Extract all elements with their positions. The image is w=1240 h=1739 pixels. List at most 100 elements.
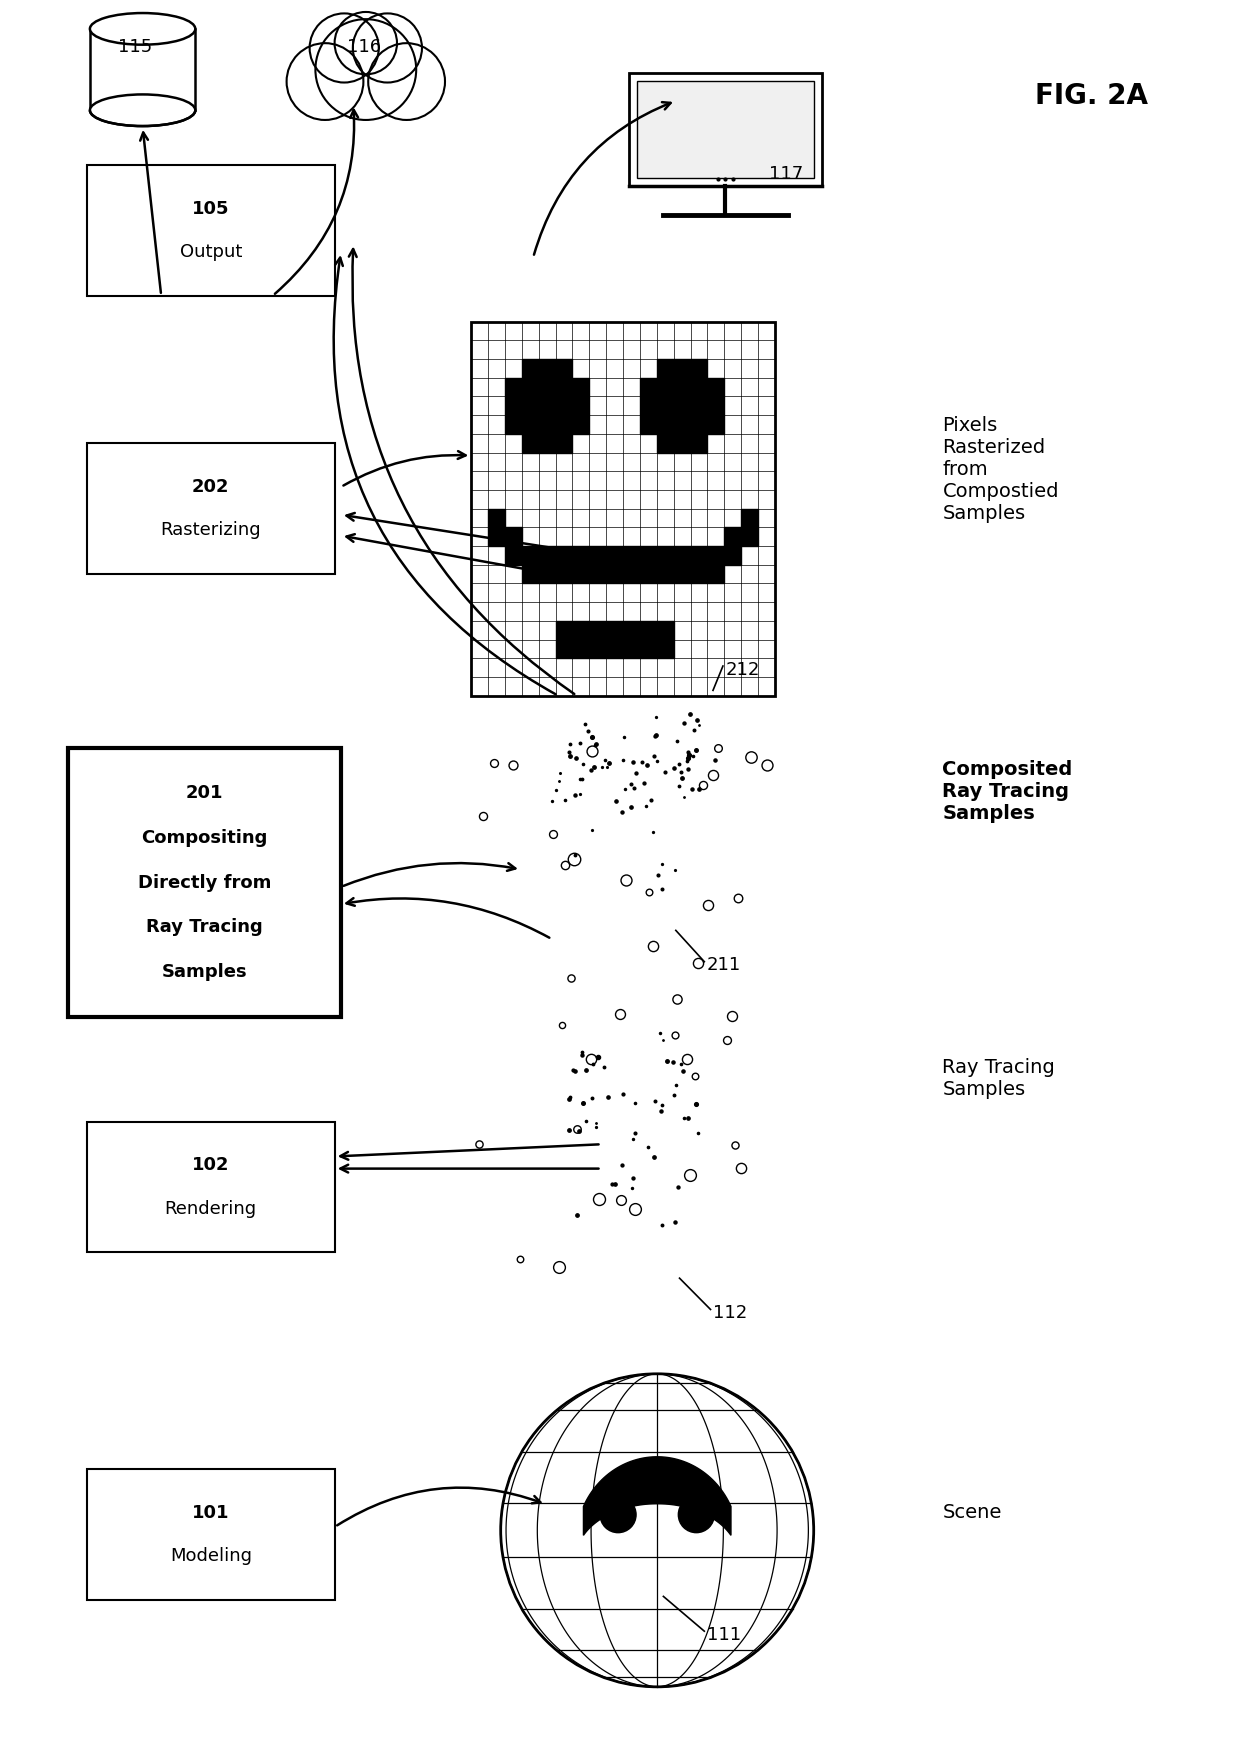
Bar	[522, 416, 538, 433]
Circle shape	[678, 1497, 714, 1532]
Bar	[629, 73, 821, 186]
Bar	[691, 546, 708, 565]
Bar	[573, 546, 589, 565]
Text: Compositing: Compositing	[141, 828, 268, 847]
Bar	[691, 377, 708, 396]
Bar	[522, 433, 538, 452]
Text: Samples: Samples	[161, 963, 248, 981]
Text: 105: 105	[192, 200, 229, 217]
Bar	[724, 527, 742, 546]
Text: Composited
Ray Tracing
Samples: Composited Ray Tracing Samples	[942, 760, 1073, 823]
Bar	[556, 621, 573, 640]
Bar	[556, 640, 573, 657]
Bar	[724, 546, 742, 565]
Bar	[573, 416, 589, 433]
Text: Modeling: Modeling	[170, 1548, 252, 1565]
Bar	[522, 396, 538, 416]
Bar	[673, 565, 691, 583]
Bar	[640, 621, 657, 640]
Bar	[89, 12, 196, 127]
Bar	[573, 565, 589, 583]
Bar	[657, 621, 673, 640]
Bar	[573, 396, 589, 416]
Bar	[538, 358, 556, 377]
Circle shape	[315, 19, 417, 120]
Text: 101: 101	[192, 1504, 229, 1522]
Text: 202: 202	[192, 478, 229, 496]
Bar	[640, 565, 657, 583]
Bar	[606, 640, 622, 657]
Bar	[87, 165, 335, 296]
Bar	[624, 546, 640, 565]
Bar	[589, 640, 606, 657]
Bar	[606, 546, 622, 565]
Bar	[640, 396, 657, 416]
Text: Ray Tracing
Samples: Ray Tracing Samples	[942, 1057, 1055, 1099]
Bar	[640, 416, 657, 433]
Text: 117: 117	[769, 165, 804, 183]
Bar	[556, 396, 573, 416]
Bar	[691, 433, 708, 452]
Bar	[637, 82, 813, 177]
Text: 116: 116	[347, 38, 382, 56]
Bar	[742, 527, 758, 546]
Bar	[556, 433, 573, 452]
Bar	[573, 640, 589, 657]
Bar	[624, 640, 640, 657]
Bar	[742, 508, 758, 527]
Bar	[505, 416, 522, 433]
Bar	[538, 433, 556, 452]
Bar	[573, 621, 589, 640]
Bar	[673, 396, 691, 416]
Bar	[624, 621, 640, 640]
Bar	[691, 416, 708, 433]
Bar	[538, 377, 556, 396]
Bar	[640, 377, 657, 396]
Bar	[657, 433, 673, 452]
Bar	[589, 546, 606, 565]
Bar	[556, 416, 573, 433]
Bar	[68, 748, 341, 1017]
Bar	[522, 377, 538, 396]
Bar	[471, 322, 775, 696]
Bar	[657, 396, 673, 416]
Bar	[505, 396, 522, 416]
Circle shape	[600, 1497, 636, 1532]
Bar	[489, 527, 505, 546]
Bar	[505, 527, 522, 546]
Bar	[691, 358, 708, 377]
Bar	[556, 377, 573, 396]
Circle shape	[310, 14, 378, 82]
Text: FIG. 2A: FIG. 2A	[1034, 82, 1148, 110]
Bar	[505, 546, 522, 565]
Bar	[708, 546, 724, 565]
Bar	[606, 565, 622, 583]
Bar	[691, 396, 708, 416]
Bar	[589, 565, 606, 583]
Bar	[538, 416, 556, 433]
Bar	[640, 546, 657, 565]
Circle shape	[286, 43, 363, 120]
Text: 212: 212	[725, 661, 760, 678]
Bar	[673, 416, 691, 433]
Text: 211: 211	[707, 956, 742, 974]
Bar	[708, 377, 724, 396]
Bar	[522, 546, 538, 565]
Bar	[657, 358, 673, 377]
Bar	[556, 546, 573, 565]
Bar	[606, 621, 622, 640]
Bar	[708, 416, 724, 433]
Polygon shape	[584, 1457, 730, 1536]
Text: Directly from: Directly from	[138, 873, 272, 892]
Ellipse shape	[89, 12, 196, 45]
Text: Rendering: Rendering	[165, 1200, 257, 1217]
Bar	[589, 621, 606, 640]
Bar	[708, 396, 724, 416]
Text: Pixels
Rasterized
from
Compostied
Samples: Pixels Rasterized from Compostied Sample…	[942, 416, 1059, 523]
Text: 102: 102	[192, 1156, 229, 1174]
Bar	[657, 416, 673, 433]
Bar	[640, 640, 657, 657]
Bar	[673, 433, 691, 452]
Bar	[522, 358, 538, 377]
Bar	[522, 565, 538, 583]
